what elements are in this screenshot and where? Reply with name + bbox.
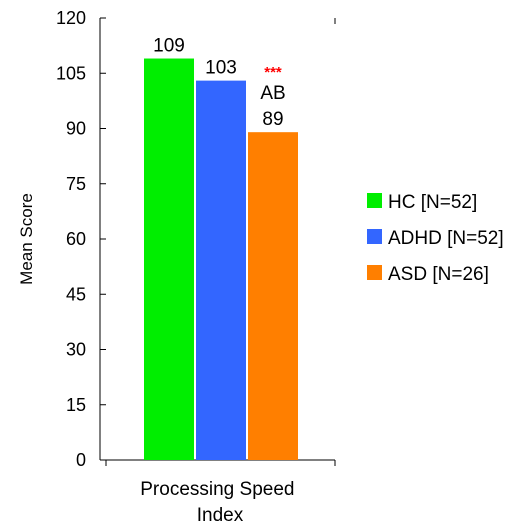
y-tick-label: 120 xyxy=(56,8,86,28)
data-labels: 109 103 89 *** AB xyxy=(153,36,286,131)
bars xyxy=(144,58,298,461)
bar-value-label: 103 xyxy=(205,58,237,79)
legend-label: HC [N=52] xyxy=(388,192,477,213)
y-tick-label: 90 xyxy=(66,119,86,139)
y-tick-label: 30 xyxy=(66,340,86,360)
legend-label: ADHD [N=52] xyxy=(388,228,504,249)
y-tick-label: 45 xyxy=(66,284,86,304)
legend: HC [N=52] ADHD [N=52] ASD [N=26] xyxy=(367,192,504,285)
legend-swatch xyxy=(367,265,382,280)
x-category-label: Processing Speed Index xyxy=(140,479,300,526)
y-tick-label: 0 xyxy=(76,450,86,470)
group-difference-label: AB xyxy=(260,83,285,104)
y-tick-label: 60 xyxy=(66,229,86,249)
y-tick-label: 105 xyxy=(56,63,86,83)
y-tick-label: 75 xyxy=(66,174,86,194)
y-axis-ticks: 0 15 30 45 60 75 90 105 120 xyxy=(56,8,106,470)
y-tick-label: 15 xyxy=(66,395,86,415)
legend-label: ASD [N=26] xyxy=(388,264,489,285)
significance-stars: *** xyxy=(264,64,282,81)
x-category-label-line1: Processing Speed xyxy=(140,479,294,500)
bar-value-label: 109 xyxy=(153,36,185,57)
legend-swatch xyxy=(367,229,382,244)
bar xyxy=(196,80,246,460)
x-category-label-line2: Index xyxy=(197,505,244,526)
bar-value-label: 89 xyxy=(262,109,283,130)
y-axis-title: Mean Score xyxy=(17,193,36,285)
bar xyxy=(248,132,298,460)
legend-swatch xyxy=(367,193,382,208)
bar xyxy=(144,58,194,461)
